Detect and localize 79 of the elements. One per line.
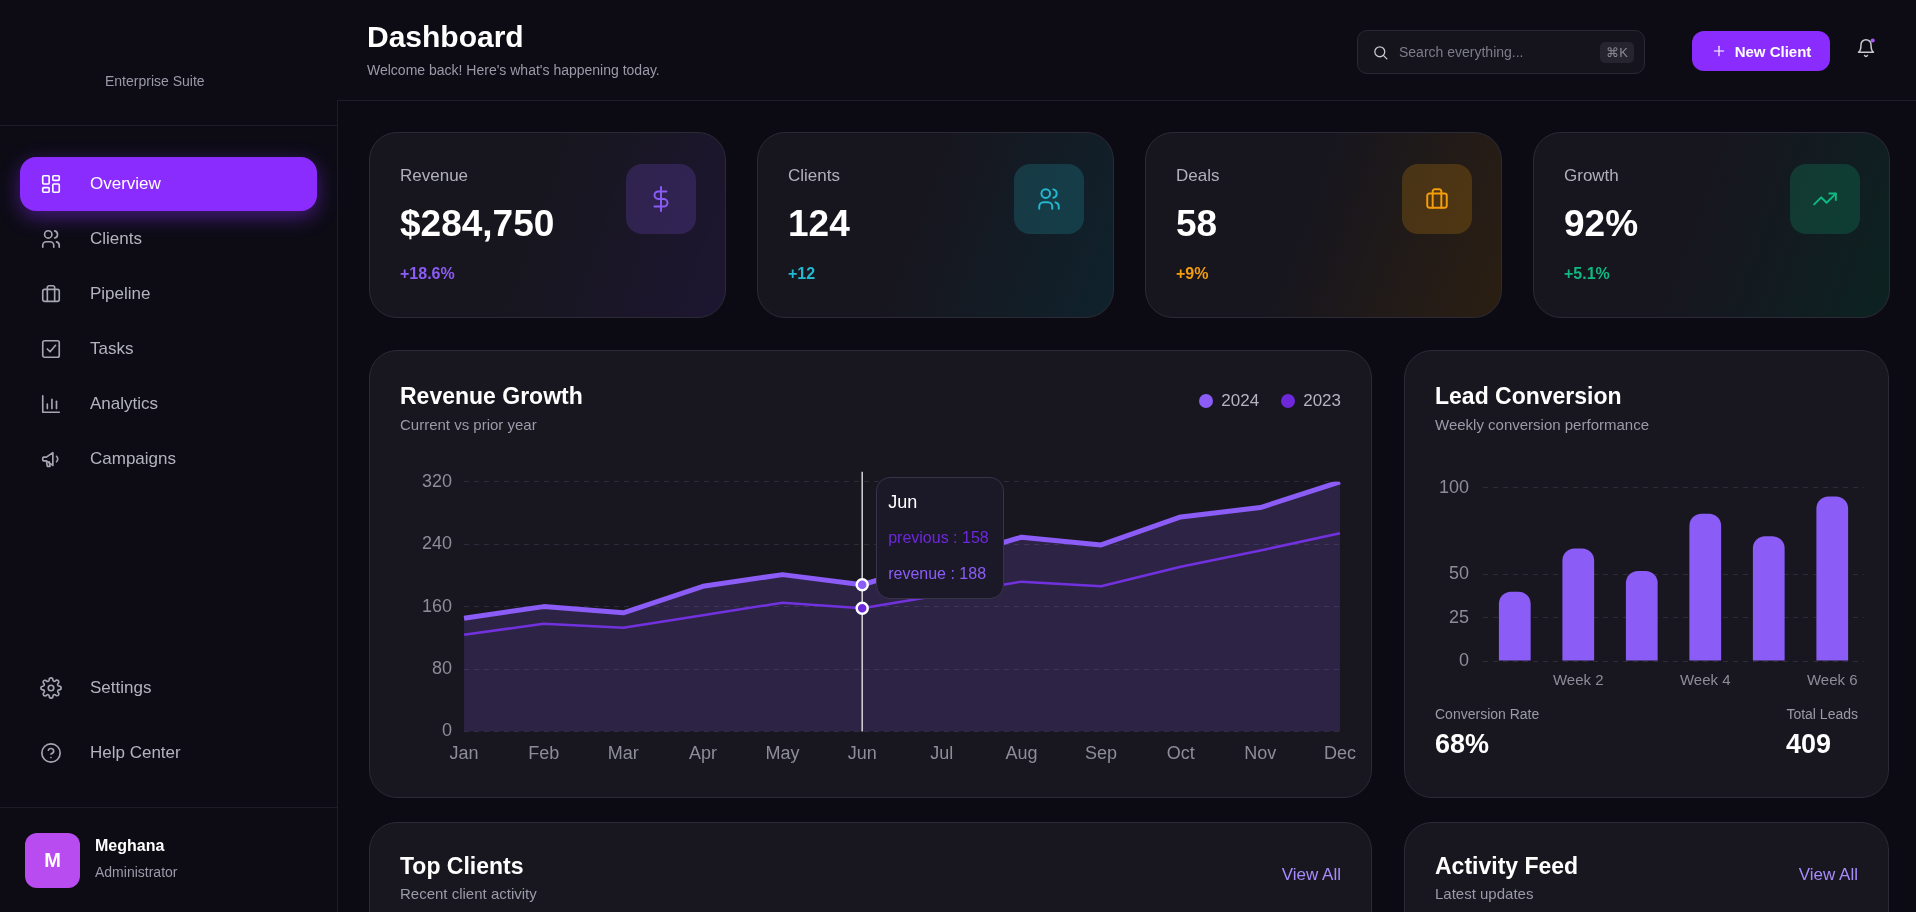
- text: 124: [788, 203, 850, 244]
- text: Meghana: [95, 837, 165, 854]
- text: Total Leads: [1786, 706, 1858, 722]
- y-tick-label: 100: [1438, 476, 1470, 497]
- text: Help Center: [90, 743, 181, 762]
- x-tick-label: May: [765, 743, 800, 764]
- x-tick-label: Oct: [1166, 743, 1195, 764]
- y-tick-label: 0: [442, 720, 453, 741]
- text: +9%: [1176, 265, 1209, 282]
- text: 92%: [1564, 203, 1639, 244]
- y-tick-label: 240: [421, 533, 453, 554]
- text: ⌘K: [1606, 44, 1628, 60]
- legend-label: 2023: [1303, 391, 1341, 411]
- text: +5.1%: [1564, 265, 1610, 282]
- text: 68%: [1435, 729, 1490, 759]
- text: Pipeline: [90, 284, 151, 303]
- legend-label: 2024: [1221, 391, 1260, 411]
- x-tick-label: Week 2: [1552, 671, 1604, 689]
- bar: [1498, 591, 1531, 661]
- text: Enterprise Suite: [105, 73, 205, 89]
- text: Analytics: [90, 394, 159, 413]
- text: Dashboard: [367, 20, 524, 53]
- y-tick-label: 80: [432, 657, 453, 678]
- text: Latest updates: [1435, 885, 1534, 902]
- text: $284,750: [400, 203, 555, 244]
- y-tick-label: 0: [1459, 649, 1470, 670]
- text: Conversion Rate: [1435, 706, 1540, 722]
- chart-subtitle: Weekly conversion performance: [1435, 416, 1649, 433]
- annotation: revenue : 188: [888, 565, 987, 582]
- x-tick-label: Sep: [1085, 743, 1118, 764]
- chart-title: Lead Conversion: [1435, 383, 1622, 409]
- x-tick-label: Apr: [688, 743, 717, 764]
- text: Clients: [788, 166, 840, 185]
- text: 58: [1176, 203, 1218, 244]
- y-tick-label: 320: [421, 470, 453, 491]
- x-tick-label: Nov: [1244, 743, 1277, 764]
- annotation: Jun: [888, 492, 918, 512]
- bar: [1625, 570, 1658, 661]
- text: Overview: [90, 174, 161, 193]
- text: View All: [1798, 865, 1858, 884]
- text: Settings: [90, 678, 152, 697]
- avatar: M: [25, 833, 80, 888]
- annotation: previous : 158: [888, 529, 989, 546]
- text: Tasks: [90, 339, 134, 358]
- x-tick-label: Jun: [847, 743, 877, 764]
- x-tick-label: Week 6: [1806, 671, 1858, 689]
- text: Welcome back! Here's what's happening today.: [367, 62, 660, 78]
- text: New Client: [1734, 42, 1812, 60]
- text: +18.6%: [400, 265, 455, 282]
- text: +12: [788, 265, 816, 282]
- x-tick-label: Dec: [1323, 743, 1356, 764]
- bar: [1752, 536, 1785, 661]
- text: Clients: [90, 229, 142, 248]
- text: Campaigns: [90, 449, 176, 468]
- bar: [1816, 496, 1849, 661]
- text: Recent client activity: [400, 885, 537, 902]
- bar: [1689, 513, 1722, 661]
- chart-title: Revenue Growth: [400, 383, 583, 409]
- text: Growth: [1564, 166, 1619, 185]
- x-tick-label: Jan: [449, 743, 479, 764]
- text: View All: [1281, 865, 1341, 884]
- tooltip: Jun previous : 158 revenue : 188: [876, 477, 1005, 599]
- y-tick-label: 160: [421, 595, 453, 616]
- text: Top Clients: [400, 853, 524, 879]
- y-tick-label: 50: [1449, 563, 1470, 584]
- text: 409: [1786, 729, 1832, 759]
- chart-subtitle: Current vs prior year: [400, 416, 537, 433]
- text: Search everything...: [1399, 44, 1524, 60]
- text: Activity Feed: [1435, 853, 1579, 879]
- x-tick-label: Mar: [607, 743, 639, 764]
- x-tick-label: Jul: [930, 743, 954, 764]
- x-tick-label: Feb: [528, 743, 560, 764]
- text: Administrator: [95, 864, 178, 880]
- x-tick-label: Week 4: [1679, 671, 1731, 689]
- bar: [1562, 548, 1595, 661]
- text: Revenue: [400, 166, 469, 185]
- x-tick-label: Aug: [1005, 743, 1038, 764]
- y-tick-label: 25: [1449, 606, 1470, 627]
- text: Deals: [1176, 166, 1220, 185]
